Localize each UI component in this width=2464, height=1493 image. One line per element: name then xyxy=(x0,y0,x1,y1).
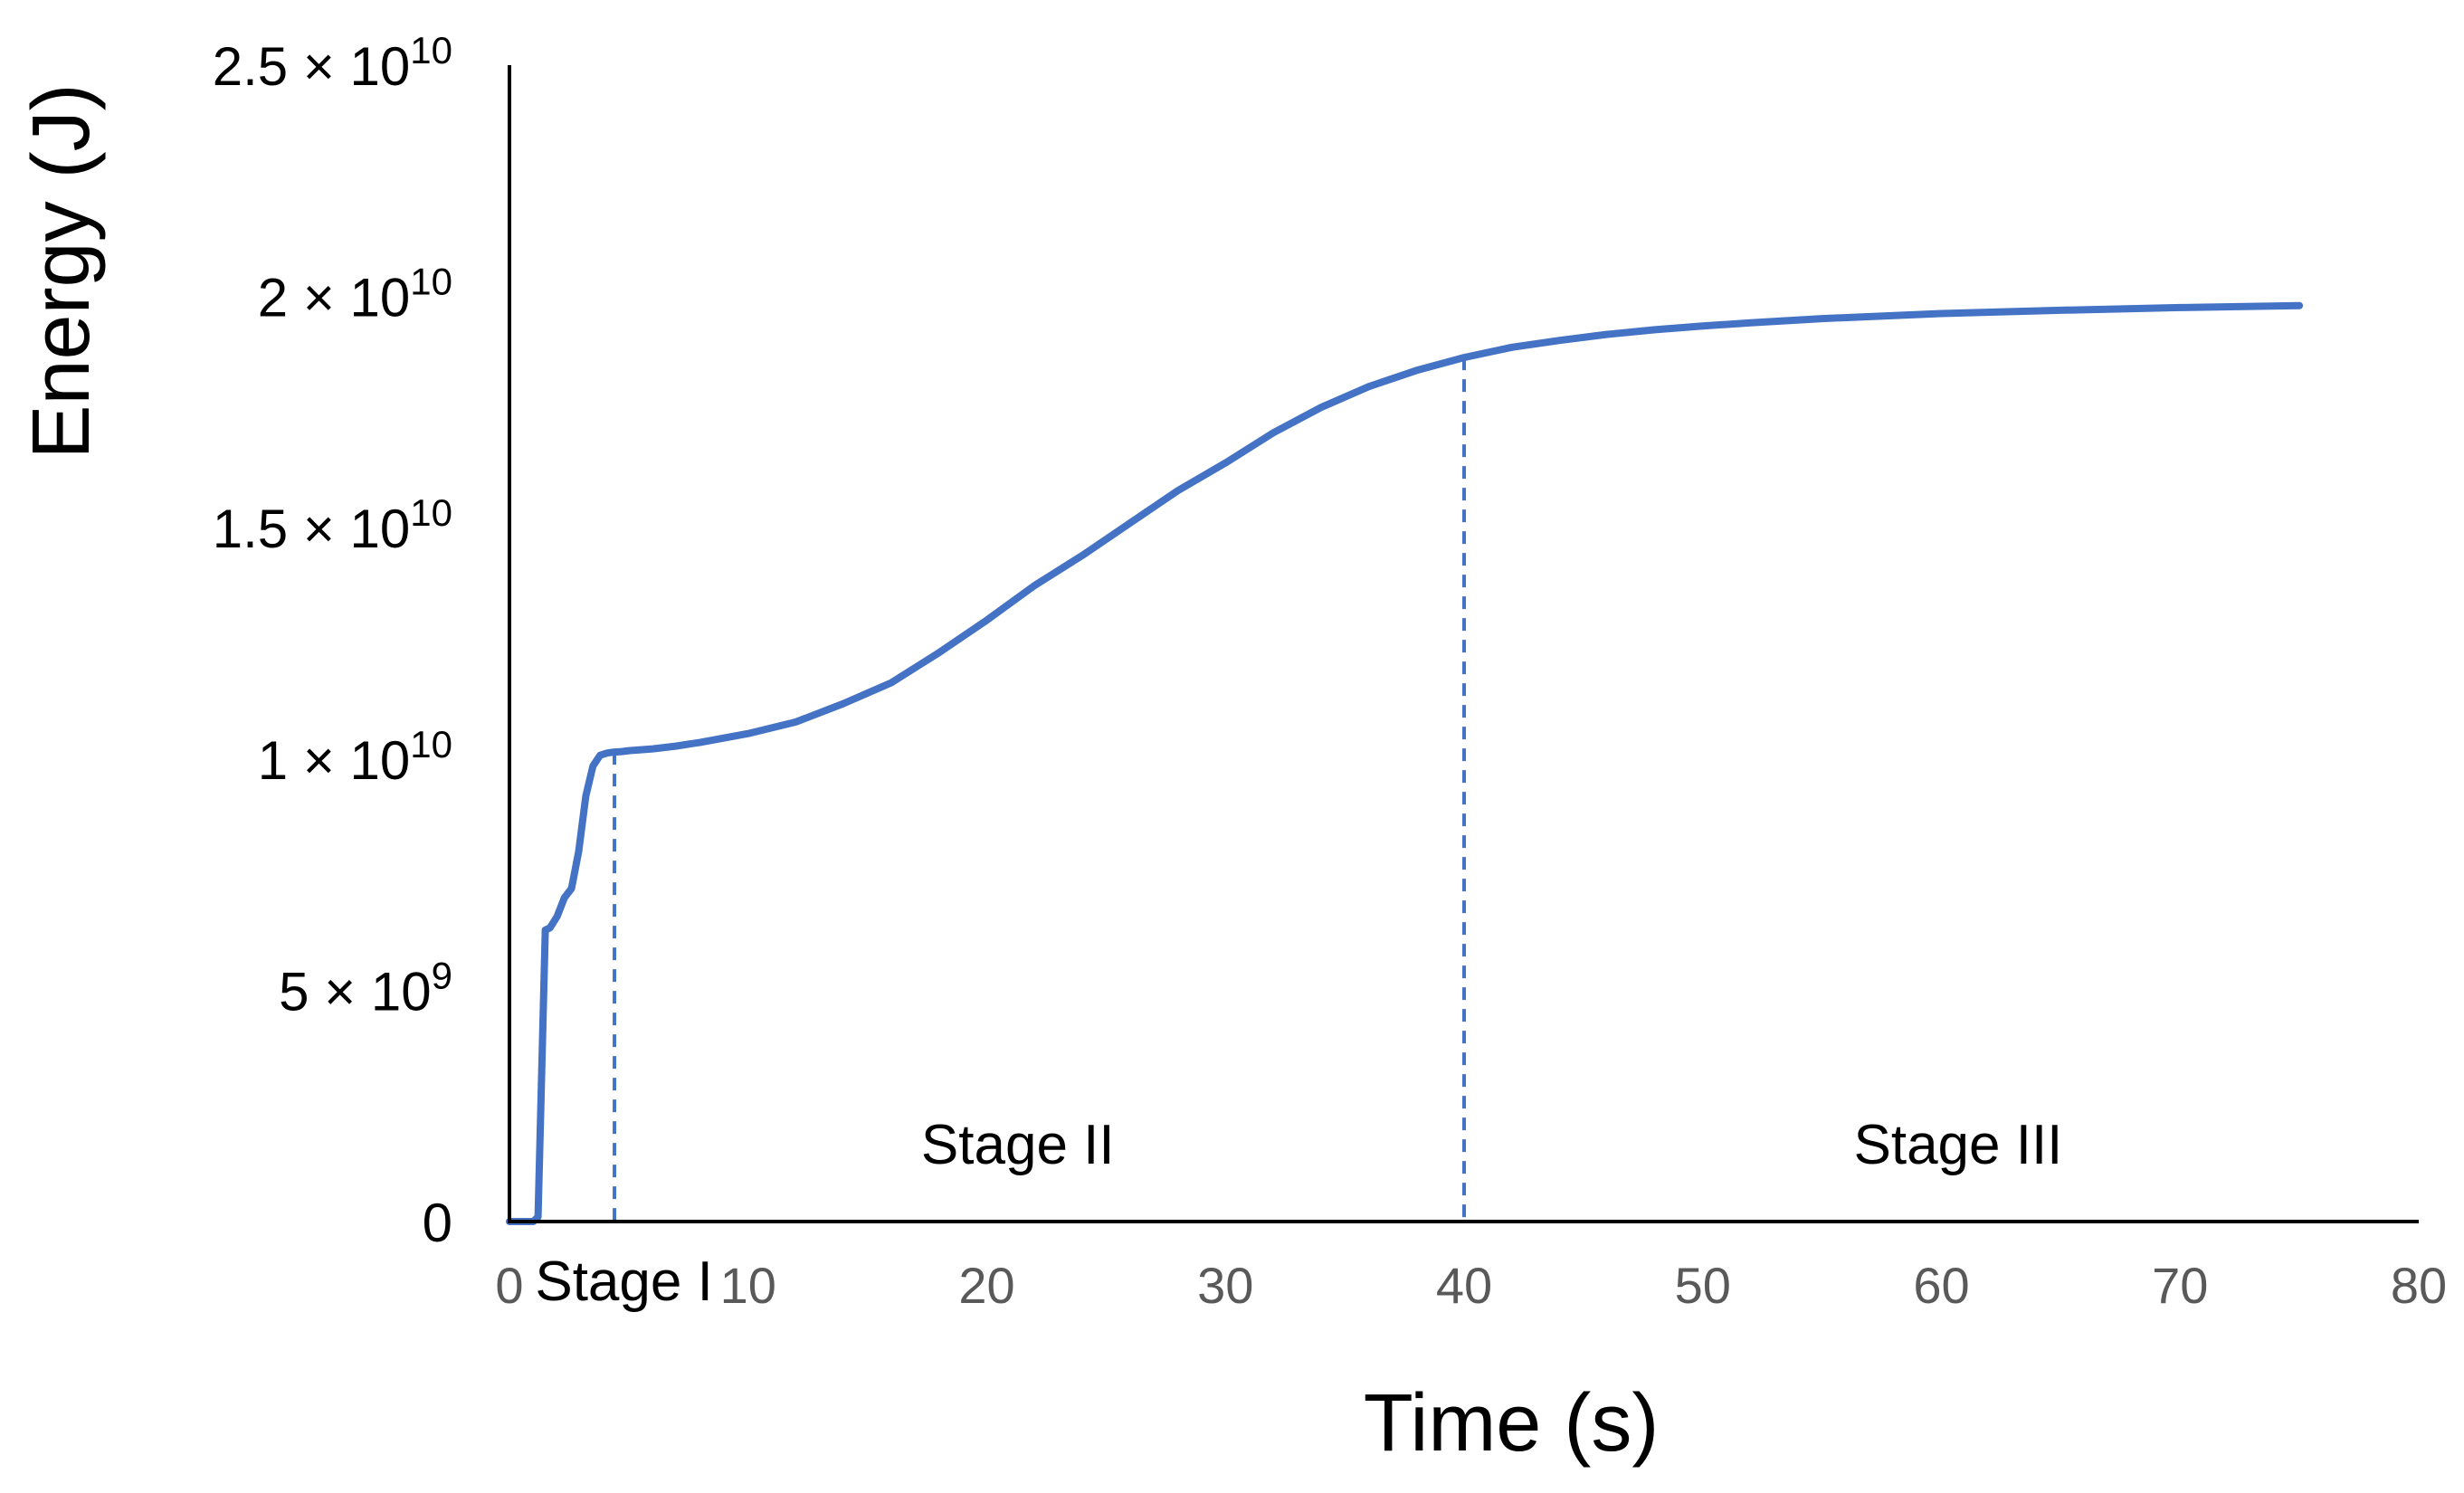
stage-label-2: Stage II xyxy=(921,1114,1115,1176)
x-tick-label: 70 xyxy=(2152,1257,2208,1314)
x-tick-label: 0 xyxy=(495,1257,523,1314)
x-tick-label: 50 xyxy=(1675,1257,1731,1314)
x-tick-label: 20 xyxy=(958,1257,1014,1314)
y-tick-label: 5 × 109 xyxy=(279,954,452,1022)
x-tick-label: 60 xyxy=(1913,1257,1969,1314)
x-tick-label: 30 xyxy=(1197,1257,1253,1314)
y-tick-label: 0 xyxy=(423,1193,452,1253)
y-tick-label: 2 × 1010 xyxy=(258,261,452,328)
x-axis-title: Time (s) xyxy=(1364,1378,1660,1469)
stage-label-1: Stage I xyxy=(535,1251,712,1313)
y-tick-labels: 0 5 × 109 1 × 1010 1.5 × 1010 2 × 1010 2.5 × … xyxy=(213,29,452,1253)
y-axis-title: Energy (J) xyxy=(16,83,107,459)
y-tick-label: 2.5 × 1010 xyxy=(213,29,452,97)
x-tick-labels: 0 10 20 30 40 50 60 70 80 xyxy=(495,1257,2447,1314)
energy-series-line-1 xyxy=(506,301,2304,1225)
y-tick-label: 1 × 1010 xyxy=(258,723,452,791)
x-tick-label: 80 xyxy=(2391,1257,2447,1314)
stage-annotations: Stage I Stage II Stage III xyxy=(535,1114,2062,1313)
x-tick-label: 40 xyxy=(1436,1257,1492,1314)
plot-area xyxy=(506,301,2304,1225)
x-tick-label: 10 xyxy=(720,1257,776,1314)
y-tick-label: 1.5 × 1010 xyxy=(213,491,452,559)
stage-label-3: Stage III xyxy=(1853,1114,2062,1176)
